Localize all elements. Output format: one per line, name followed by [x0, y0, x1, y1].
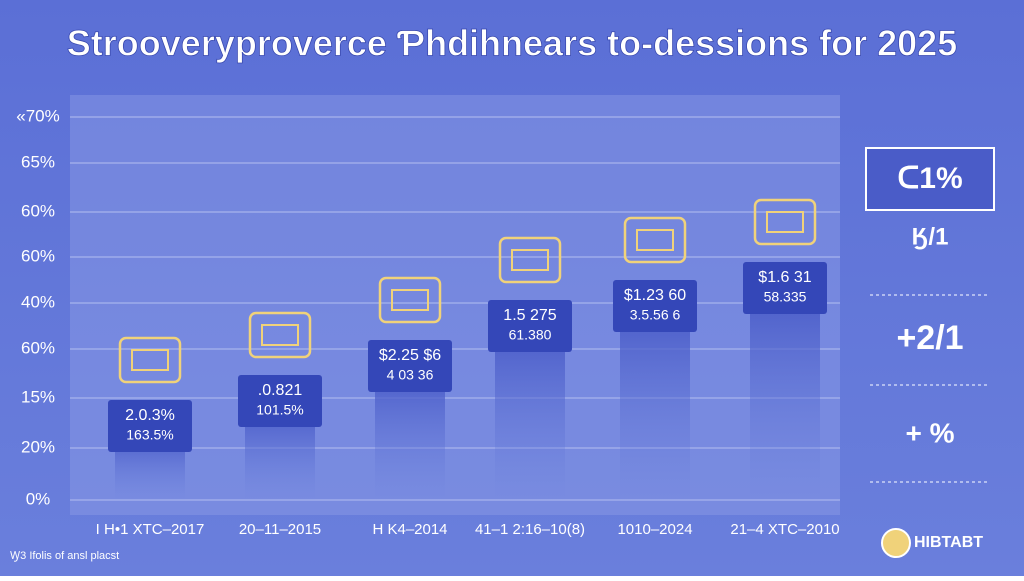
- icon: [498, 236, 562, 284]
- value-text: 1.5 275: [503, 307, 556, 324]
- y-axis-label: 15%: [21, 387, 55, 406]
- x-axis-label: H K4–2014: [372, 521, 447, 538]
- side-panel-item: ᑕ1%: [897, 162, 962, 195]
- title: Strooveryproverce Ƥhdihnears to-dessions…: [67, 23, 957, 64]
- icon: [118, 336, 182, 384]
- y-axis-label: 40%: [21, 292, 55, 311]
- value-box: [743, 262, 827, 314]
- value-text: $2.25 $6: [379, 347, 441, 364]
- x-axis-label: 1010–2024: [617, 521, 692, 538]
- value-text: $1.23 60: [624, 287, 686, 304]
- icon-detail: [391, 289, 429, 311]
- pillar: [375, 380, 445, 500]
- x-axis-label: 21–4 XTC–2010: [730, 521, 839, 538]
- value-text: $1.6 31: [758, 269, 811, 286]
- y-axis-label: 60%: [21, 201, 55, 220]
- value-box: [238, 375, 322, 427]
- value-box: [368, 340, 452, 392]
- icon: [378, 276, 442, 324]
- icon-detail: [261, 324, 299, 346]
- value-box: [613, 280, 697, 332]
- icon: [753, 198, 817, 246]
- content: «70% 65% 60% 60% 40% 60% 15% 20% 0% 2.0.3% 163.5% I…: [10, 106, 990, 562]
- y-axis-label: «70%: [16, 106, 59, 125]
- x-axis-label: 20–11–2015: [239, 521, 321, 538]
- pillar: [750, 302, 820, 500]
- value-text: 4 03 36: [387, 367, 434, 383]
- plot-panel: [70, 95, 840, 515]
- y-axis-label: 20%: [21, 437, 55, 456]
- value-box: [488, 300, 572, 352]
- icon: [623, 216, 687, 264]
- icon-detail: [766, 211, 804, 233]
- value-text: .0.821: [258, 382, 303, 399]
- value-text: 58.335: [764, 289, 807, 305]
- pillar: [245, 415, 315, 500]
- side-box: [865, 147, 995, 211]
- value-text: 101.5%: [256, 402, 303, 418]
- y-axis-label: 65%: [21, 152, 55, 171]
- value-text: 2.0.3%: [125, 407, 175, 424]
- y-axis-label: 0%: [26, 489, 51, 508]
- icon: [248, 311, 312, 359]
- side-panel-item: Ӄ/1: [912, 223, 949, 250]
- pillar: [495, 340, 565, 500]
- icon-detail: [636, 229, 674, 251]
- value-box: [108, 400, 192, 452]
- value-text: 163.5%: [126, 427, 173, 443]
- icon-detail: [511, 249, 549, 271]
- side-panel-item: + %: [905, 417, 954, 448]
- logo-mark: [881, 528, 911, 558]
- logo: HIBTABT: [914, 534, 983, 551]
- value-text: 3.5.56 6: [630, 307, 681, 323]
- y-axis-label: 60%: [21, 246, 55, 265]
- pillar: [620, 320, 690, 500]
- y-axis-label: 60%: [21, 338, 55, 357]
- icon-detail: [131, 349, 169, 371]
- value-text: 61.380: [509, 327, 552, 343]
- x-axis-label: 41–1 2:16–10(8): [475, 521, 585, 538]
- x-axis-label: I H•1 XTC–2017: [96, 521, 205, 538]
- footer: Ꝡ3 Ifolis of ansl placst: [10, 550, 119, 562]
- side-panel-item: +2/1: [896, 319, 963, 357]
